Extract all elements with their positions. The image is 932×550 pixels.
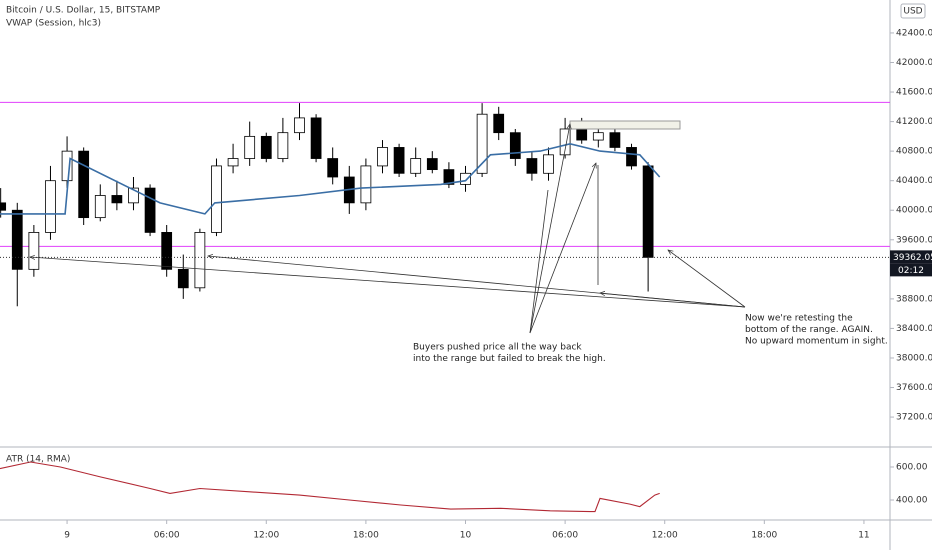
candle-body xyxy=(543,154,554,174)
candle-body xyxy=(526,158,538,174)
candle-body xyxy=(626,147,637,167)
candle-body xyxy=(128,187,139,204)
candle-body xyxy=(0,202,7,211)
x-tick-label: 10 xyxy=(460,531,472,541)
plot xyxy=(0,101,890,513)
arrow xyxy=(529,124,570,334)
candle-body xyxy=(460,172,471,185)
candle-body xyxy=(294,117,305,134)
indicator-label: ATR (14, RMA) xyxy=(6,455,70,465)
countdown-label: 02:12 xyxy=(898,266,924,276)
annotation: Buyers pushed price all the way back xyxy=(413,343,582,353)
y2-tick-label: 400.00 xyxy=(896,496,928,506)
candle-body xyxy=(642,165,654,258)
annotation: into the range but failed to break the h… xyxy=(413,354,606,364)
last-price-box xyxy=(890,250,932,264)
x-tick-label: 9 xyxy=(64,531,70,541)
last-price-label: 39362.05 xyxy=(893,253,932,263)
candle-body xyxy=(410,158,422,174)
currency[interactable]: USD xyxy=(903,7,922,17)
candle-body xyxy=(111,195,123,204)
candle-body xyxy=(94,195,106,219)
candle-body xyxy=(227,158,239,167)
candle-body xyxy=(377,147,388,167)
candle-body xyxy=(161,232,173,270)
y-tick-label: 40400.00 xyxy=(896,176,932,186)
x-tick-label: 18:00 xyxy=(751,531,777,541)
candle-body xyxy=(509,132,521,159)
y-tick-label: 38400.00 xyxy=(896,324,932,334)
y-tick-label: 38800.00 xyxy=(896,294,932,304)
candle-body xyxy=(327,158,339,178)
annotation: bottom of the range. AGAIN. xyxy=(745,325,873,335)
y-tick-label: 41600.00 xyxy=(896,88,932,98)
candle-body xyxy=(260,135,272,159)
x-tick-label: 06:00 xyxy=(154,531,180,541)
candle-body xyxy=(45,180,56,233)
candle-body xyxy=(493,113,505,134)
candle-body xyxy=(609,132,621,148)
x-tick-label: 18:00 xyxy=(353,531,379,541)
candle-body xyxy=(144,187,156,233)
candle-body xyxy=(592,132,604,141)
arrow xyxy=(30,257,746,308)
annotation: Now we're retesting the xyxy=(745,314,853,324)
arrow xyxy=(529,163,596,334)
candle-body xyxy=(476,113,488,174)
y-tick-label: 37200.00 xyxy=(896,413,932,423)
indicator-line xyxy=(0,461,660,513)
candle-body xyxy=(360,165,372,204)
arrow xyxy=(529,189,549,334)
y-tick-label: 38000.00 xyxy=(896,353,932,363)
y2-tick-label: 600.00 xyxy=(896,462,928,472)
candle-body xyxy=(61,150,73,182)
candle-body xyxy=(11,209,23,270)
annotation: No upward momentum in sight. xyxy=(745,337,888,347)
candle-body xyxy=(559,128,571,156)
candle-body xyxy=(194,232,206,289)
candle-body xyxy=(211,165,222,233)
y-tick-label: 37600.00 xyxy=(896,383,932,393)
y-tick-label: 42000.00 xyxy=(896,58,932,68)
x-tick-label: 11 xyxy=(858,531,869,541)
y-tick-label: 40800.00 xyxy=(896,147,932,157)
x-tick-label: 12:00 xyxy=(652,531,678,541)
x-tick-label: 06:00 xyxy=(552,531,578,541)
y-tick-label: 42400.00 xyxy=(896,28,932,38)
y-tick-label: 41200.00 xyxy=(896,117,932,127)
x-tick-label: 12:00 xyxy=(253,531,279,541)
candle-body xyxy=(576,128,588,141)
candle-body xyxy=(78,150,90,219)
chart-title: Bitcoin / U.S. Dollar, 15, BITSTAMP xyxy=(6,6,161,16)
candle-body xyxy=(28,232,40,270)
arrow xyxy=(600,293,746,308)
indicator-line xyxy=(0,142,661,215)
arrows xyxy=(30,124,746,334)
candle-body xyxy=(177,268,189,289)
y-tick-label: 39600.00 xyxy=(896,235,932,245)
candle-body xyxy=(393,147,405,174)
currency-box[interactable] xyxy=(900,3,926,19)
indicator-label: VWAP (Session, hlc3) xyxy=(6,19,101,29)
y-tick-label: 40000.00 xyxy=(896,206,932,216)
arrow xyxy=(668,250,746,308)
countdown-box xyxy=(890,263,932,277)
candle-body xyxy=(426,158,438,171)
candle-body xyxy=(310,117,322,159)
candle-body xyxy=(277,132,289,159)
candle-body xyxy=(443,169,455,185)
candle-body xyxy=(244,135,256,159)
high-box xyxy=(569,120,681,130)
